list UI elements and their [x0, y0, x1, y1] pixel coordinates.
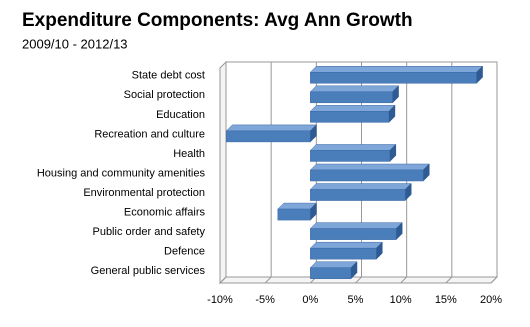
grid-floor — [400, 276, 408, 284]
bar-top — [309, 85, 400, 93]
grid-floor — [490, 276, 498, 284]
bar — [310, 111, 390, 123]
y-tick-label: State debt cost — [132, 70, 205, 82]
bar-top — [309, 105, 396, 112]
x-tick-label: 5% — [348, 294, 364, 306]
y-tick-label: Housing and community amenities — [37, 167, 206, 179]
bar — [277, 208, 311, 221]
chart-title: Expenditure Components: Avg Ann Growth — [22, 10, 413, 31]
bar-top — [309, 144, 397, 151]
bar — [310, 169, 424, 182]
chart-subtitle: 2009/10 - 2012/13 — [22, 36, 128, 51]
grid-floor — [355, 276, 362, 284]
bar — [310, 72, 477, 84]
bar-top — [309, 66, 484, 73]
bar-top — [225, 124, 317, 132]
y-tick-label: Public order and safety — [92, 226, 205, 238]
x-tick-label: -5% — [255, 294, 275, 306]
y-tick-label: Health — [173, 148, 205, 160]
x-tick-label: 20% — [480, 294, 502, 306]
y-tick-label: Recreation and culture — [94, 128, 205, 140]
y-tick-label: Economic affairs — [124, 206, 206, 218]
bar-top — [309, 183, 412, 190]
bar-top — [309, 261, 358, 268]
y-tick-label: Defence — [164, 246, 205, 258]
x-tick-label: 10% — [390, 294, 412, 306]
grid-floor — [445, 276, 453, 284]
x-tick-label: -10% — [207, 294, 233, 306]
side-wall — [219, 60, 227, 285]
y-tick-label: Environmental protection — [83, 187, 205, 199]
bar — [310, 247, 377, 260]
bar — [310, 228, 397, 240]
y-tick-label: General public services — [91, 265, 206, 277]
bar — [310, 91, 393, 104]
bar — [310, 267, 352, 279]
y-tick-label: Social protection — [124, 89, 205, 101]
bar-top — [277, 202, 317, 210]
grid-floor — [264, 276, 272, 284]
y-tick-label: Education — [156, 109, 205, 121]
bar — [310, 150, 391, 162]
bar-top — [309, 241, 383, 249]
bar — [310, 189, 406, 201]
bar-top — [309, 222, 403, 229]
x-tick-label: 0% — [302, 294, 318, 306]
bar-top — [309, 163, 430, 171]
bar — [226, 130, 311, 143]
grid-floor — [219, 276, 227, 284]
x-tick-label: 15% — [435, 294, 457, 306]
